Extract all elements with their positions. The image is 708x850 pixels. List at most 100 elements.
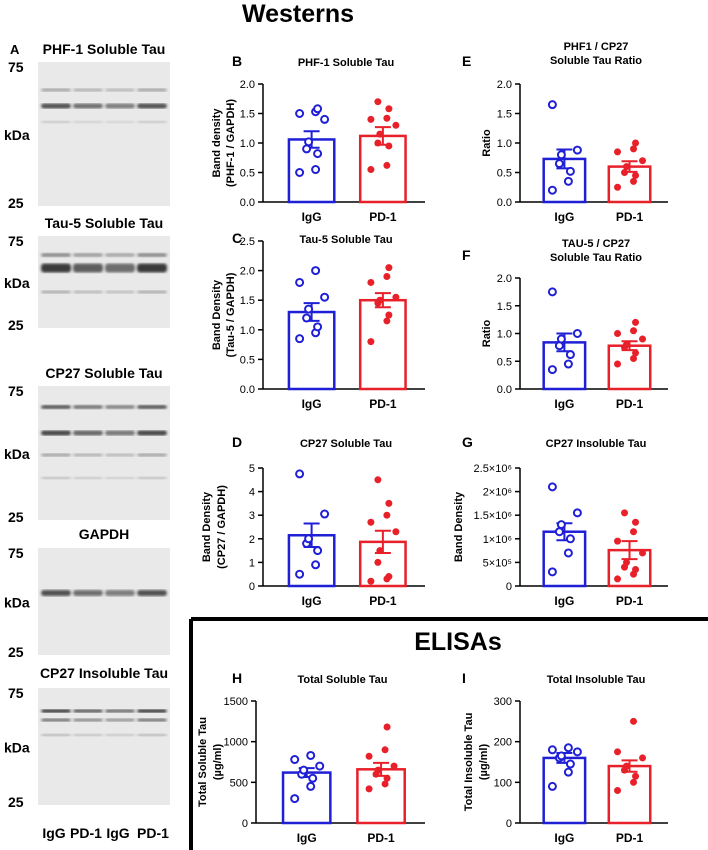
blot-image — [38, 62, 170, 206]
y-tick-label: 2 — [249, 534, 255, 546]
data-point-pd-1 — [614, 183, 622, 191]
lane-label: IgG — [106, 825, 129, 841]
blot-band — [41, 718, 71, 722]
data-point-pd-1 — [630, 778, 638, 786]
marker-25: 25 — [8, 509, 24, 525]
data-point-igg — [556, 751, 566, 761]
data-point-pd-1 — [614, 537, 622, 545]
charts: B PHF-1 Soluble Tau Band density (PHF-1 / G… — [197, 41, 668, 845]
y-tick-label: 0.0 — [497, 197, 512, 209]
y-tick-label: 0 — [242, 818, 248, 830]
blot-band — [73, 430, 103, 436]
y-tick-label: 500 — [230, 777, 248, 789]
blot-2: Tau-5 Soluble Tau 75 kDa 25 — [4, 215, 170, 333]
data-point-igg — [563, 359, 573, 369]
blot-band — [137, 405, 167, 409]
bar-igg — [542, 756, 587, 825]
chart-C: C Tau-5 Soluble Tau Band Density (Tau-5 / G… — [211, 230, 425, 411]
lane-label: IgG — [42, 825, 65, 841]
bar-pd-1 — [358, 134, 407, 204]
panel-letter: C — [232, 230, 242, 246]
data-point-pd-1 — [614, 360, 622, 368]
chart-title: TAU-5 / CP27 — [562, 238, 630, 250]
y-tick-label: 0.5 — [240, 168, 255, 180]
chart-subtitle: Soluble Tau Ratio — [550, 55, 642, 67]
y-tick-label: 5 — [249, 463, 255, 475]
blot-band — [105, 718, 135, 722]
data-point-pd-1 — [385, 573, 393, 581]
data-point-igg — [320, 114, 330, 124]
data-point-pd-1 — [381, 780, 389, 788]
blot-image — [38, 236, 170, 328]
data-point-igg — [547, 567, 557, 577]
data-point-igg — [304, 534, 314, 544]
chart-G: G CP27 Insoluble Tau Band Density 0 5×10⁵ 1×1… — [453, 434, 668, 608]
x-tick-label: PD-1 — [616, 831, 644, 845]
y-tick-label: 5×10⁵ — [483, 557, 512, 569]
blot-band — [137, 590, 167, 596]
y-tick-label: 1.0 — [240, 325, 255, 337]
data-point-igg — [295, 569, 305, 579]
elisa-title: ELISAs — [414, 628, 502, 656]
blot-band — [137, 121, 167, 123]
data-point-igg — [306, 781, 316, 791]
y-axis-label: Band Density — [201, 491, 213, 562]
data-point-pd-1 — [632, 139, 640, 147]
data-point-pd-1 — [392, 121, 400, 129]
blot-band — [137, 88, 167, 92]
data-point-pd-1 — [623, 762, 631, 770]
data-point-igg — [565, 166, 575, 176]
y-tick-label: 1.5 — [497, 109, 512, 121]
data-point-igg — [311, 266, 321, 276]
x-tick-label: IgG — [297, 831, 317, 845]
data-point-igg — [295, 277, 305, 287]
data-point-igg — [320, 509, 330, 519]
blot-band — [137, 709, 167, 713]
blot-band — [41, 121, 71, 123]
data-point-pd-1 — [392, 528, 400, 536]
blot-band — [105, 121, 135, 123]
westerns-title: Westerns — [242, 0, 354, 28]
data-point-igg — [295, 109, 305, 118]
y-axis-label: Total Soluble Tau — [197, 717, 209, 807]
y-tick-label: 1.0 — [497, 329, 512, 341]
marker-25: 25 — [8, 317, 24, 333]
data-point-igg — [572, 329, 582, 338]
data-point-pd-1 — [376, 130, 384, 138]
blot-band — [41, 103, 71, 109]
data-point-igg — [302, 313, 312, 323]
data-point-pd-1 — [630, 177, 638, 185]
blot-title: CP27 Insoluble Tau — [40, 665, 168, 681]
blot-band — [137, 253, 167, 257]
data-point-igg — [563, 767, 573, 777]
y-tick-label: 1000 — [224, 737, 248, 749]
blot-band — [105, 253, 135, 257]
blot-band — [137, 430, 167, 436]
data-point-pd-1 — [385, 311, 393, 319]
blot-band — [41, 734, 71, 736]
blot-title: PHF-1 Soluble Tau — [43, 41, 166, 57]
y-tick-label: 1.0 — [497, 138, 512, 150]
y-axis-label-units: (µg/ml) — [478, 744, 490, 781]
blot-4: GAPDH 75 kDa 25 — [4, 526, 170, 660]
data-point-pd-1 — [385, 499, 393, 507]
chart-title: CP27 Insoluble Tau — [546, 438, 647, 450]
panel-letter: H — [232, 670, 242, 686]
data-point-igg — [563, 548, 573, 558]
bar-pd-1 — [358, 298, 407, 391]
data-point-igg — [547, 781, 557, 791]
blot-band — [41, 430, 71, 436]
x-tick-label: IgG — [554, 594, 574, 608]
blot-band — [41, 477, 71, 479]
marker-kda: kDa — [4, 127, 30, 143]
blot-band — [105, 290, 135, 294]
y-tick-label: 0.5 — [497, 356, 512, 368]
blot-band — [73, 477, 103, 479]
data-point-igg — [556, 520, 566, 530]
data-point-pd-1 — [632, 772, 640, 780]
chart-F: F TAU-5 / CP27 Soluble Tau Ratio Ratio 0.0 0.… — [462, 238, 668, 411]
data-point-igg — [556, 150, 566, 160]
y-tick-label: 1500 — [224, 696, 248, 708]
y-tick-label: 100 — [494, 777, 512, 789]
